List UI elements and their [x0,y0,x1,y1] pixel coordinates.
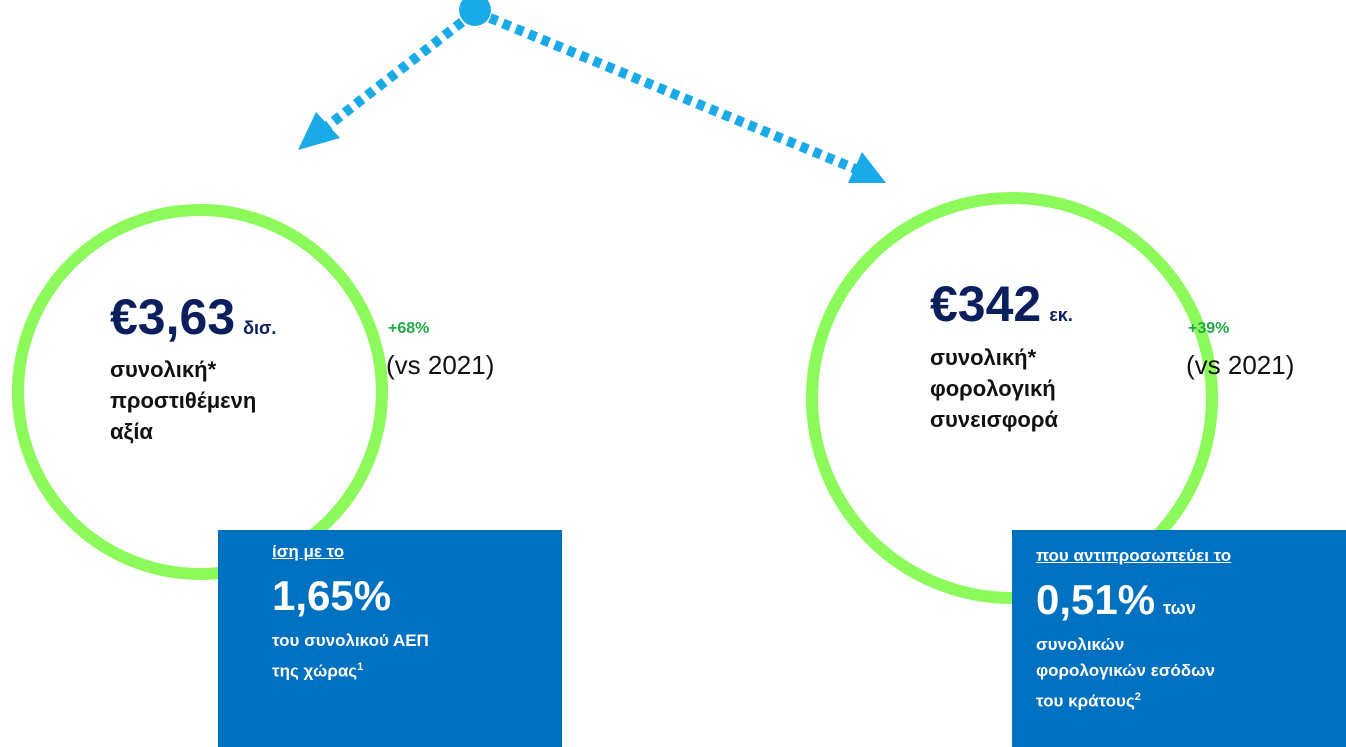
ring [12,204,388,580]
box-heading: που αντιπροσωπεύει το [1036,546,1232,565]
amount-value: €342 [930,276,1042,332]
box-line: του συνολικού ΑΕΠ [272,631,429,650]
box-heading: ίση με το [272,542,345,561]
change: +39% [1188,320,1230,337]
box-line: της χώρας [272,661,358,681]
figure: 0,51% [1036,576,1156,623]
caption-line: φορολογική [930,376,1056,401]
comparison: (vs 2021) [386,350,495,380]
figure-suffix: των [1163,598,1196,618]
amount: €342 εκ. [930,275,1073,333]
caption-line: συνολική* [110,357,217,382]
caption-line: συνεισφορά [930,407,1059,432]
caption-line: συνολική* [930,345,1037,370]
dot [459,0,491,26]
arrowhead [298,112,340,150]
box-line: συνολικών [1036,635,1125,654]
arrow [321,18,466,132]
box-line: του κράτους [1036,691,1135,711]
footnote: 2 [1134,691,1141,703]
figure: 1,65% [272,572,392,619]
arrowhead [848,152,886,183]
caption-line: προστιθέμενη [110,388,257,413]
amount-value: €3,63 [110,289,236,345]
comparison: (vs 2021) [1186,350,1295,380]
arrow [488,13,860,175]
box-text: συνολικών φορολογικών εσόδων του κράτους2 [1036,632,1346,715]
unit: εκ. [1049,305,1073,325]
caption-line: αξία [110,419,153,444]
caption: συνολική* φορολογική συνεισφορά [930,342,1058,435]
box-figure: 1,65% [272,572,562,620]
unit: δισ. [243,318,277,338]
box-line: φορολογικών εσόδων [1036,661,1215,680]
change: +68% [388,320,430,337]
box-figure: 0,51% των [1036,576,1346,624]
box-text: του συνολικού ΑΕΠ της χώρας1 [272,628,562,685]
info-box: ίση με το 1,65% του συνολικού ΑΕΠ της χώρ… [218,530,562,747]
caption: συνολική* προστιθέμενη αξία [110,354,256,447]
footnote: 1 [357,661,364,673]
amount: €3,63 δισ. [110,288,276,346]
info-box: που αντιπροσωπεύει το 0,51% των συνολικών… [1012,530,1346,747]
